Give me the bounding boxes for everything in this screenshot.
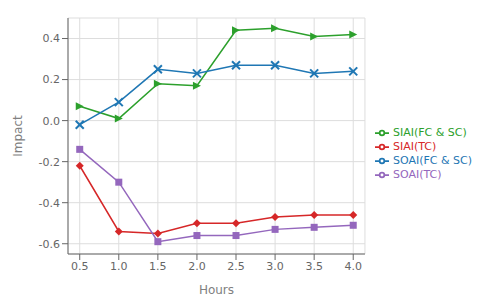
html-text:SOAI(TC): SOAI(TC) bbox=[393, 167, 442, 181]
html-text:SOAI(FC & SC): SOAI(FC & SC) bbox=[393, 153, 472, 167]
svg-text:Impact: Impact bbox=[11, 115, 25, 157]
svg-text:4.0: 4.0 bbox=[344, 260, 362, 273]
html-text:SIAI(FC & SC): SIAI(FC & SC) bbox=[393, 125, 467, 139]
svg-text:2.0: 2.0 bbox=[188, 260, 206, 273]
svg-text:0.2: 0.2 bbox=[43, 73, 61, 86]
html-text:SIAI(TC): SIAI(TC) bbox=[393, 139, 437, 153]
svg-text:3.5: 3.5 bbox=[305, 260, 323, 273]
svg-text:0.5: 0.5 bbox=[71, 260, 89, 273]
svg-text:-0.6: -0.6 bbox=[39, 238, 60, 251]
svg-text:1.5: 1.5 bbox=[149, 260, 167, 273]
svg-text:2.5: 2.5 bbox=[227, 260, 245, 273]
svg-text:0.0: 0.0 bbox=[43, 115, 61, 128]
svg-text:0.4: 0.4 bbox=[43, 32, 61, 45]
svg-text:3.0: 3.0 bbox=[266, 260, 284, 273]
svg-text:-0.4: -0.4 bbox=[39, 197, 60, 210]
svg-text:Hours: Hours bbox=[199, 283, 234, 297]
svg-text:1.0: 1.0 bbox=[110, 260, 128, 273]
svg-text:-0.2: -0.2 bbox=[39, 156, 60, 169]
